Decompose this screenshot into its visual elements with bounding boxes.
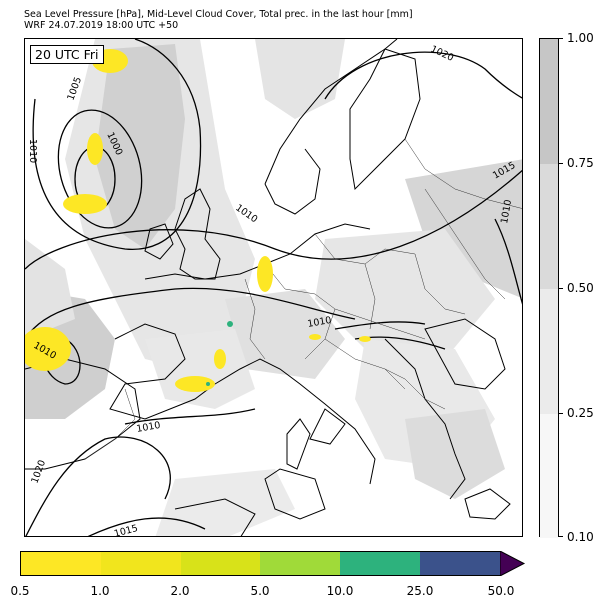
- precip-band-1: [21, 552, 101, 575]
- cloud-tick-mark: [559, 413, 563, 414]
- cloud-cover-band-1: [540, 39, 558, 164]
- isobar-label-1015-south: 1015: [113, 523, 139, 537]
- precip-tick-label: 5.0: [250, 584, 270, 598]
- isobar-label-1020-south: 1020: [29, 459, 48, 485]
- weather-map: 1005 1000 1010 1020 1015 1010 1010 1015 …: [24, 38, 523, 537]
- cloud-tick-mark: [559, 163, 563, 164]
- isobar-label-1010-far-east: 1010: [499, 199, 514, 225]
- cloud-tick-mark: [559, 288, 563, 289]
- isobar-label-layer: 1005 1000 1010 1020 1015 1010 1010 1015 …: [25, 44, 517, 537]
- time-label: 20 UTC Fri: [30, 45, 104, 64]
- precip-tick-label: 10.0: [326, 584, 354, 598]
- isobar-label-1010-center: 1010: [233, 202, 259, 225]
- precip-extend-arrow: [500, 551, 526, 576]
- cloud-cover-band-2: [540, 164, 558, 289]
- cloud-cover-band-4: [540, 414, 558, 538]
- isobar-label-1010-biscay: 1010: [32, 340, 58, 362]
- precip-colorbar: [20, 551, 501, 576]
- precip-band-4: [260, 552, 341, 575]
- cloud-tick-mark: [559, 38, 563, 39]
- coastlines: [25, 39, 511, 536]
- precip-tick-label: 2.0: [170, 584, 190, 598]
- precip-band-6: [420, 552, 500, 575]
- isobar-label-1010-alps: 1010: [307, 315, 333, 330]
- chart-title-line-1: Sea Level Pressure [hPa], Mid-Level Clou…: [24, 9, 413, 20]
- precip-tick-label: 0.5: [10, 584, 30, 598]
- cloud-tick-mark: [559, 536, 563, 537]
- cloud-tick-label: 0.50: [567, 281, 594, 295]
- cloud-cover-layer: [25, 39, 522, 536]
- precip-tick-label: 1.0: [90, 584, 110, 598]
- cloud-tick-label: 1.00: [567, 31, 594, 45]
- cloud-tick-label: 0.25: [567, 406, 594, 420]
- precipitation-layer: [25, 49, 371, 392]
- isobar-label-1020-north: 1020: [429, 44, 456, 64]
- country-borders: [84, 138, 522, 460]
- isobar-label-1015-east: 1015: [491, 160, 517, 182]
- isobar-label-1010-iberia: 1010: [136, 420, 162, 435]
- map-canvas: [25, 39, 522, 536]
- precip-tick-label: 50.0: [487, 584, 515, 598]
- precip-band-2: [100, 552, 181, 575]
- cloud-cover-colorbar: [539, 38, 559, 538]
- isobars: [25, 39, 522, 536]
- cloud-cover-band-3: [540, 289, 558, 414]
- precip-band-3: [180, 552, 261, 575]
- cloud-tick-label: 0.10: [567, 530, 594, 544]
- isobar-label-1005: 1005: [65, 76, 84, 102]
- precip-band-5: [340, 552, 421, 575]
- isobar-label-1010-west: 1010: [27, 139, 38, 163]
- cloud-tick-label: 0.75: [567, 156, 594, 170]
- isobar-label-1000: 1000: [104, 131, 124, 158]
- precip-tick-label: 25.0: [406, 584, 434, 598]
- isobar-label-1015-west: 1015: [25, 242, 28, 267]
- chart-title-line-2: WRF 24.07.2019 18:00 UTC +50: [24, 20, 179, 31]
